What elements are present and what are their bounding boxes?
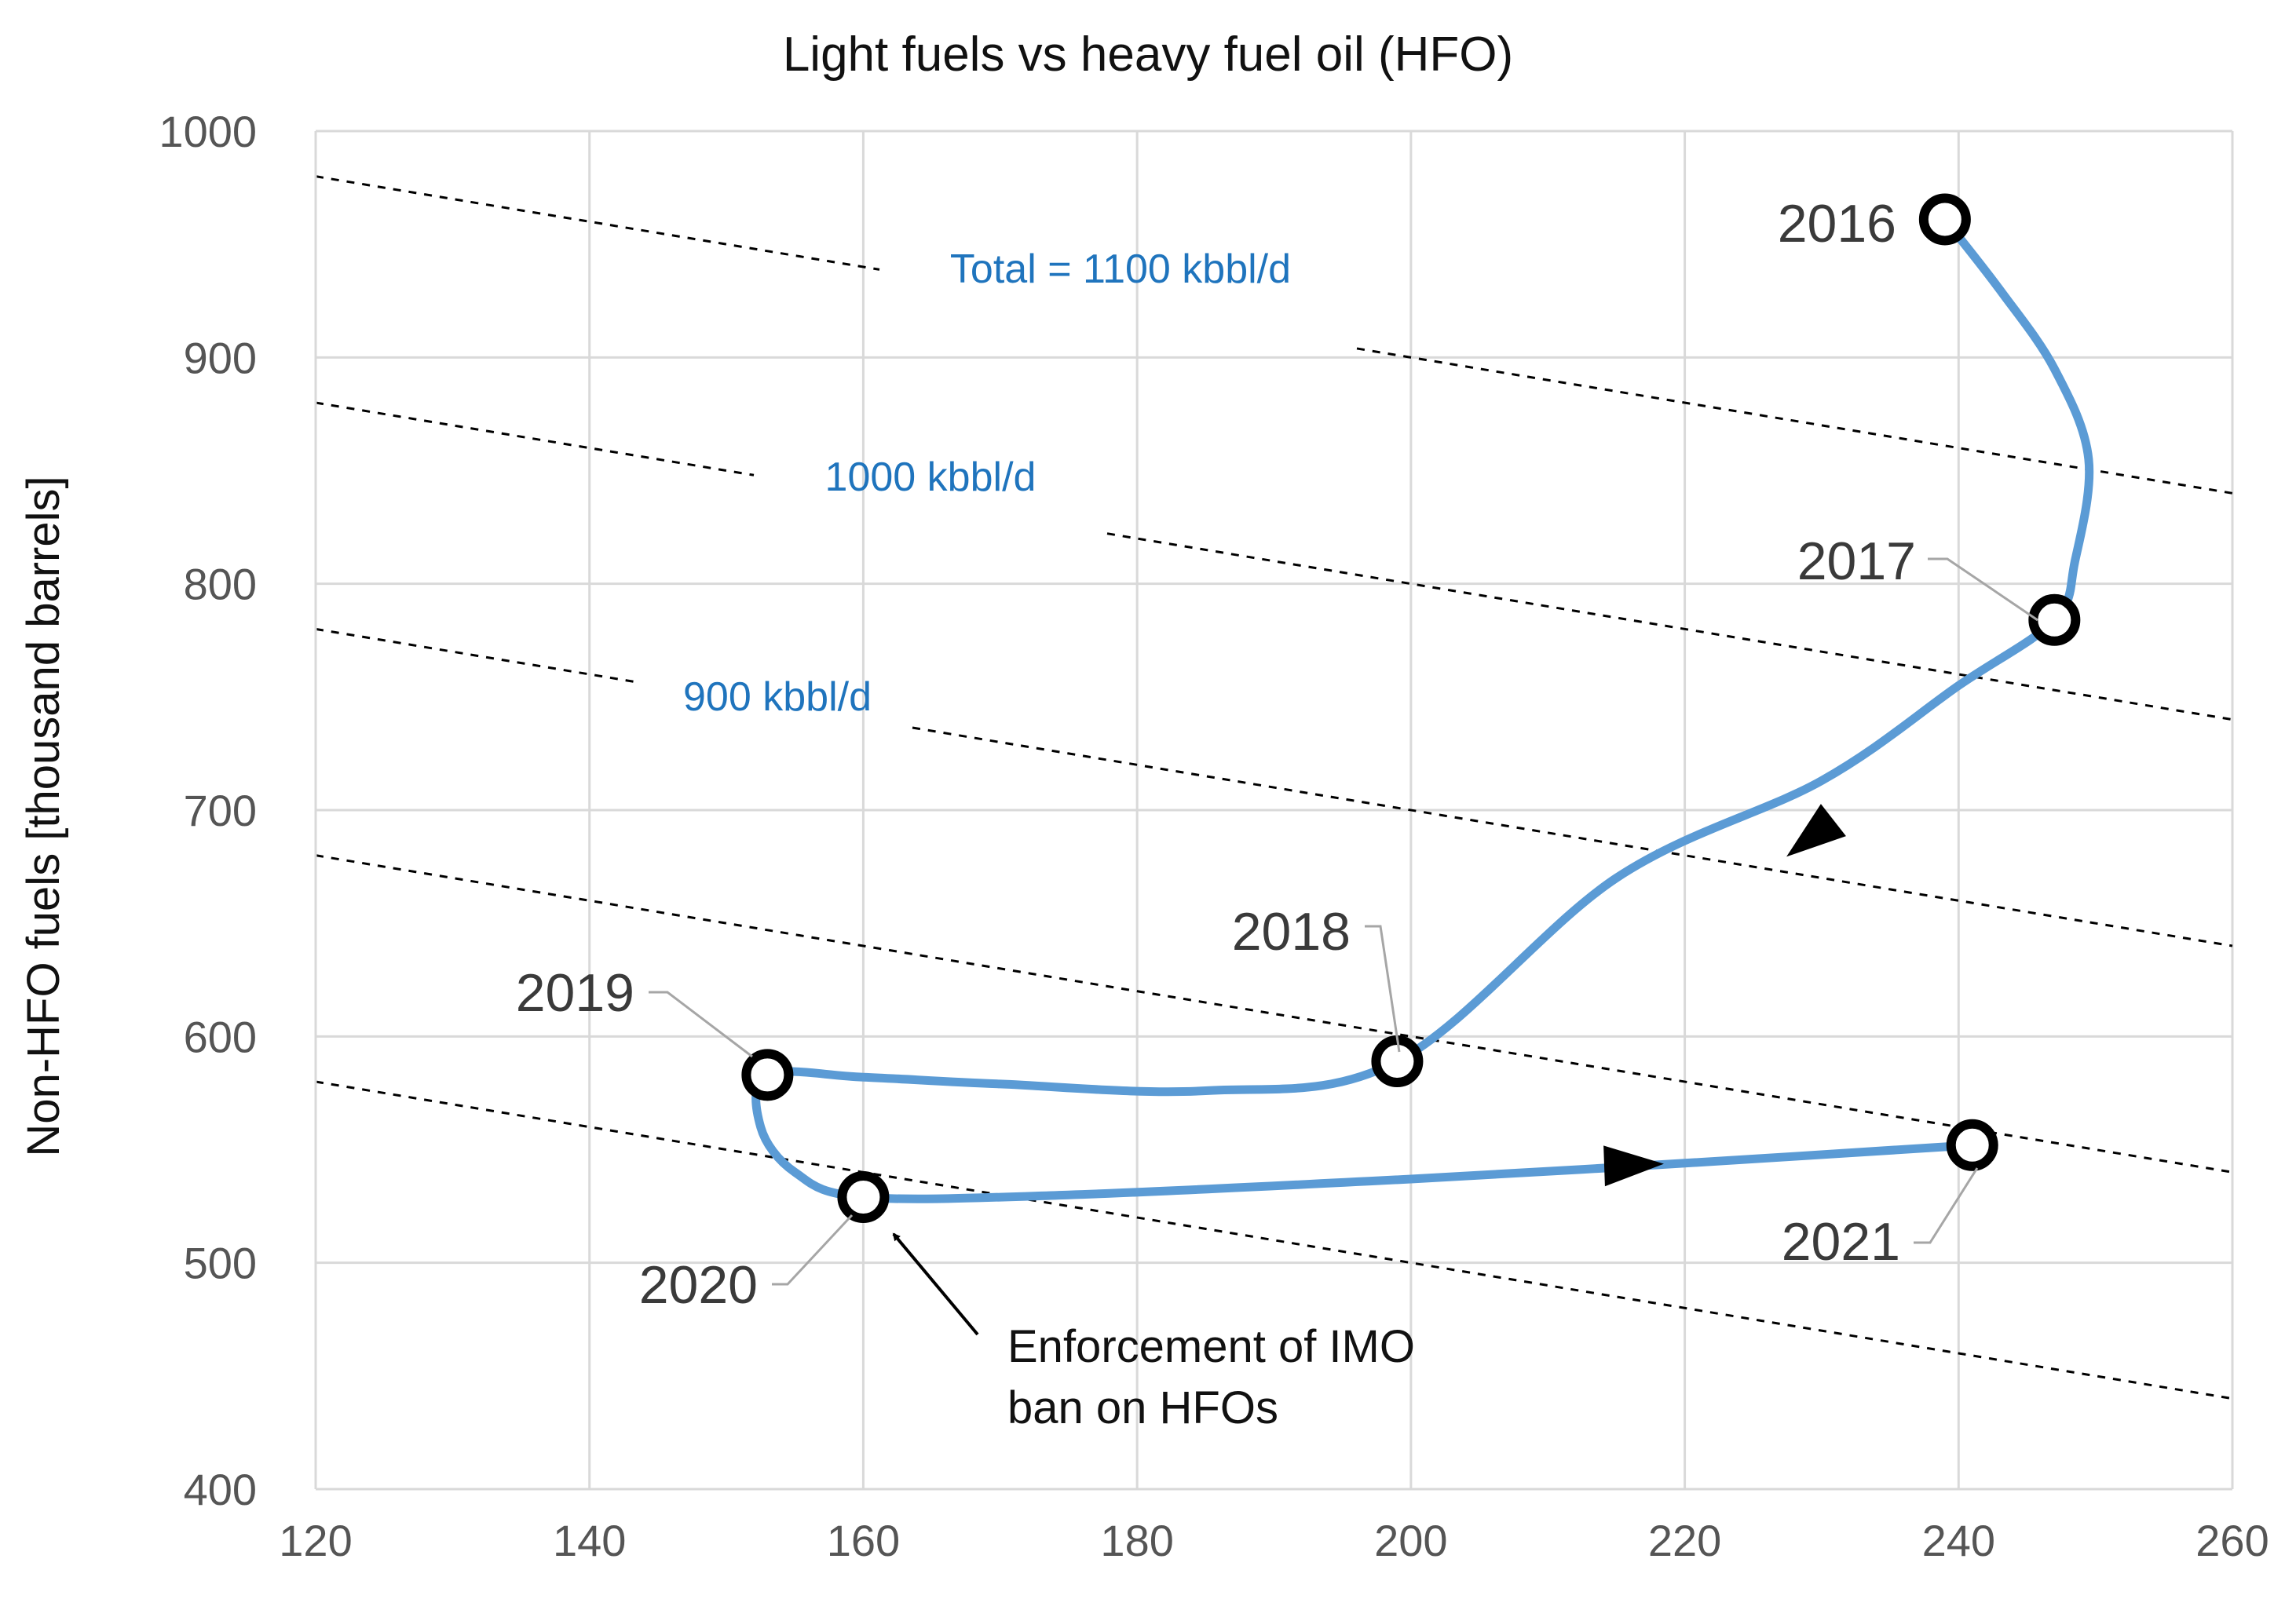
y-tick-label: 600: [184, 1012, 257, 1061]
iso-total-line: [315, 627, 641, 685]
y-tick-label: 700: [184, 786, 257, 835]
iso-line-label: Total = 1100 kbbl/d: [950, 246, 1291, 292]
direction-arrow: [1603, 1145, 1664, 1187]
annotation-text: ban on HFOs: [1007, 1382, 1278, 1433]
x-tick-label: 180: [1100, 1516, 1173, 1565]
data-point: [1946, 1119, 1998, 1171]
iso-total-line: [912, 726, 2233, 947]
point-label: 2016: [1778, 194, 1896, 254]
direction-arrow: [1786, 804, 1846, 857]
x-tick-label: 220: [1648, 1516, 1721, 1565]
point-label: 2018: [1232, 902, 1351, 962]
point-label: 2020: [639, 1255, 758, 1315]
data-point: [741, 1049, 794, 1101]
iso-total-line: [315, 1080, 2233, 1400]
y-tick-label: 400: [184, 1465, 257, 1514]
leader-line: [1365, 925, 1401, 1053]
chart-title: Light fuels vs heavy fuel oil (HFO): [783, 27, 1513, 82]
iso-line-label: 900 kbbl/d: [683, 674, 872, 720]
x-tick-label: 160: [827, 1516, 900, 1565]
point-label: 2021: [1782, 1212, 1900, 1272]
iso-total-line: [315, 854, 2233, 1174]
data-point: [2028, 593, 2081, 646]
iso-total-line: [315, 401, 755, 476]
series-line: [751, 214, 2094, 1203]
x-tick-label: 240: [1922, 1516, 1995, 1565]
data-point: [1918, 193, 1971, 246]
point-label: 2017: [1797, 531, 1916, 591]
y-tick-label: 900: [184, 333, 257, 382]
y-tick-label: 1000: [159, 107, 257, 156]
y-tick-label: 500: [184, 1239, 257, 1288]
x-tick-label: 200: [1374, 1516, 1447, 1565]
y-tick-label: 800: [184, 560, 257, 609]
leader-line: [649, 991, 753, 1058]
annotation-text: Enforcement of IMO: [1007, 1321, 1415, 1372]
point-label: 2019: [516, 963, 634, 1023]
y-axis-title: Non-HFO fuels [thousand barrels]: [18, 476, 69, 1156]
x-tick-label: 140: [553, 1516, 626, 1565]
data-point: [837, 1171, 890, 1224]
x-tick-label: 120: [279, 1516, 352, 1565]
iso-total-line: [1106, 532, 2233, 721]
leader-line: [1928, 557, 2038, 622]
x-tick-label: 260: [2195, 1516, 2269, 1565]
iso-line-label: 1000 kbbl/d: [825, 455, 1036, 500]
leader-line: [772, 1214, 854, 1286]
iso-total-line: [315, 175, 880, 271]
data-point: [1371, 1035, 1424, 1088]
annotation-arrow: [892, 1232, 979, 1336]
iso-total-line: [1356, 347, 2233, 495]
leader-line: [1914, 1167, 1979, 1244]
